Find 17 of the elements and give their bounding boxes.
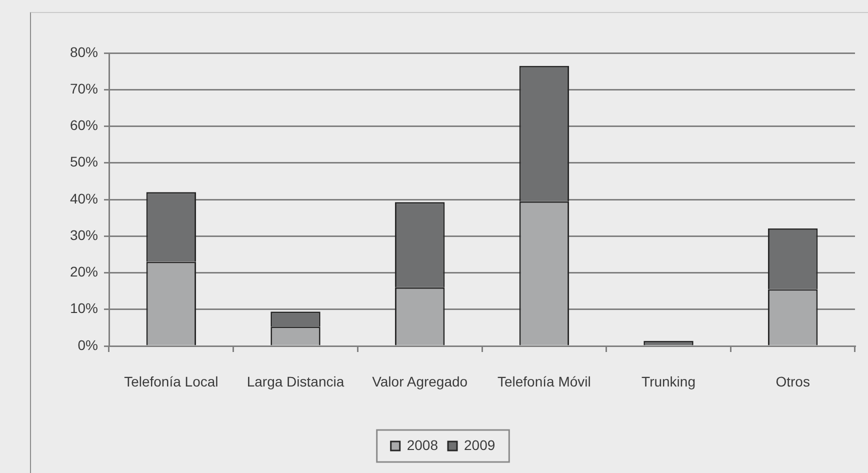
x-tick-label: Otros (776, 373, 810, 390)
legend-label: 2009 (464, 436, 496, 453)
y-tick-label: 40% (70, 190, 98, 206)
y-tick-label: 10% (70, 300, 98, 316)
x-tick-label: Valor Agregado (372, 373, 468, 390)
x-tick-label: Telefonía Móvil (497, 373, 591, 390)
y-tick-label: 80% (70, 44, 98, 60)
x-tick-label: Telefonía Local (124, 373, 218, 390)
legend-label: 2008 (406, 436, 438, 453)
y-tick-label: 50% (70, 154, 98, 170)
y-tick-label: 0% (78, 336, 98, 353)
x-tick-label: Trunking (642, 373, 696, 390)
y-tick-label: 20% (70, 264, 98, 280)
y-tick-label: 30% (70, 226, 98, 243)
x-tick-label: Larga Distancia (246, 373, 344, 390)
y-tick-label: 60% (70, 117, 98, 134)
y-tick-label: 70% (70, 80, 98, 96)
